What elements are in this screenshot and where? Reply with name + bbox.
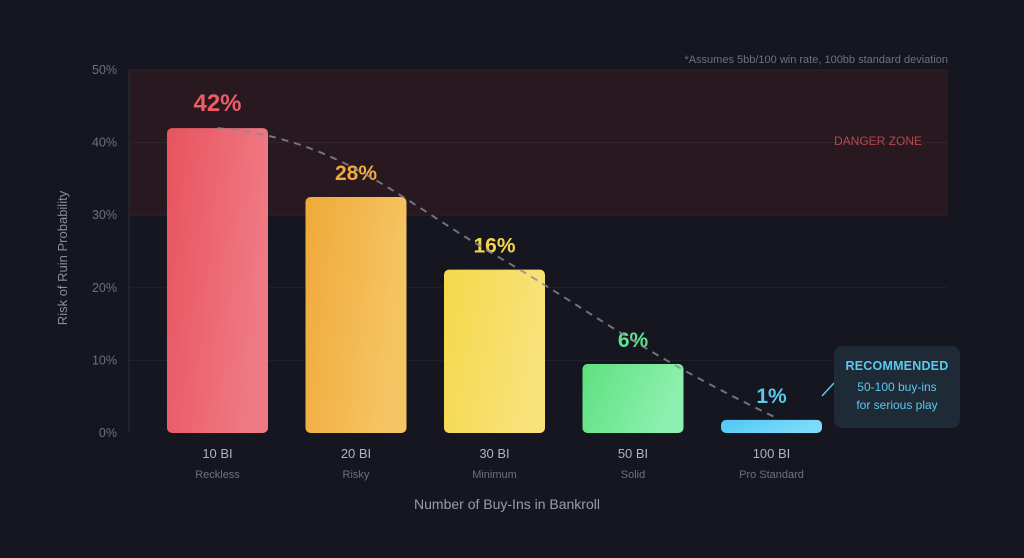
bar-50-bi: [582, 364, 684, 433]
bar-100-bi: [721, 419, 822, 433]
x-tick-label: 20 BI: [341, 446, 371, 461]
y-tick-label: 10%: [92, 353, 117, 367]
bar-10-bi: [167, 128, 268, 433]
danger-zone-label: DANGER ZONE: [834, 134, 922, 148]
x-tick-label: 100 BI: [753, 446, 791, 461]
footnote: *Assumes 5bb/100 win rate, 100bb standar…: [684, 54, 948, 66]
value-label: 42%: [193, 90, 241, 117]
y-axis-title: Risk of Ruin Probability: [55, 190, 70, 325]
y-tick-label: 0%: [99, 426, 117, 440]
callout-title: RECOMMENDED: [845, 359, 949, 373]
x-sublabel: Pro Standard: [739, 469, 804, 481]
callout-connector: [821, 382, 835, 397]
x-sublabel: Minimum: [472, 469, 517, 481]
x-axis-title: Number of Buy-Ins in Bankroll: [414, 496, 600, 512]
value-label: 28%: [335, 162, 377, 185]
x-tick-label: 50 BI: [618, 446, 648, 461]
x-sublabel: Reckless: [195, 469, 240, 481]
y-tick-label: 30%: [92, 208, 117, 222]
bar-20-bi: [305, 197, 407, 433]
callout-text: 50-100 buy-ins for serious play: [834, 378, 960, 414]
y-tick-label: 20%: [92, 281, 117, 295]
callout-line-1: 50-100 buy-ins: [857, 380, 937, 394]
x-tick-label: 10 BI: [202, 446, 232, 461]
recommended-callout: RECOMMENDED 50-100 buy-ins for serious p…: [834, 346, 960, 428]
value-label: 1%: [756, 385, 787, 408]
y-tick-label: 40%: [92, 136, 117, 150]
value-label: 16%: [473, 235, 515, 258]
x-sublabel: Solid: [621, 469, 645, 481]
y-tick-label: 50%: [92, 63, 117, 77]
x-sublabel: Risky: [343, 469, 370, 481]
x-tick-label: 30 BI: [479, 446, 509, 461]
callout-line-2: for serious play: [856, 398, 938, 412]
bar-30-bi: [444, 269, 545, 433]
